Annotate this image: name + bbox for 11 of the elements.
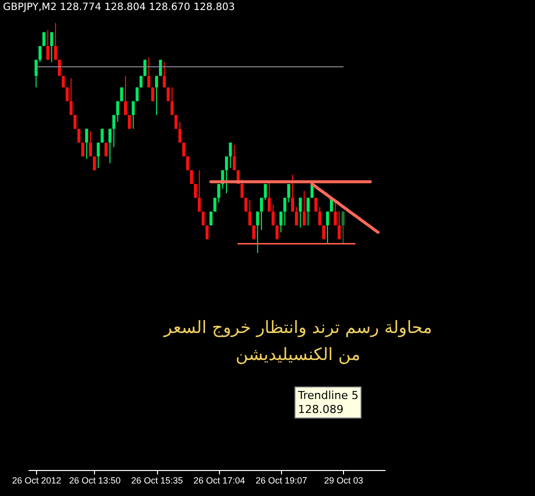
text: من الكنسيليديشن <box>236 345 360 365</box>
x-tick-label: 26 Oct 2012 <box>12 476 62 486</box>
text: محاولة رسم ترند وانتظار خروج السعر <box>162 318 432 338</box>
text: Trendline 5 <box>297 389 358 402</box>
text: 128.089 <box>298 403 344 416</box>
x-tick-label: 26 Oct 15:35 <box>131 476 183 486</box>
x-tick-label: 26 Oct 19:07 <box>256 476 308 486</box>
x-tick-label: 26 Oct 17:04 <box>193 476 246 486</box>
x-tick-label: 26 Oct 13:50 <box>69 476 121 486</box>
x-tick-label: 29 Oct 03 <box>324 476 364 486</box>
chart-title: GBPJPY,M2 128.774 128.804 128.670 128.803 <box>3 2 235 13</box>
